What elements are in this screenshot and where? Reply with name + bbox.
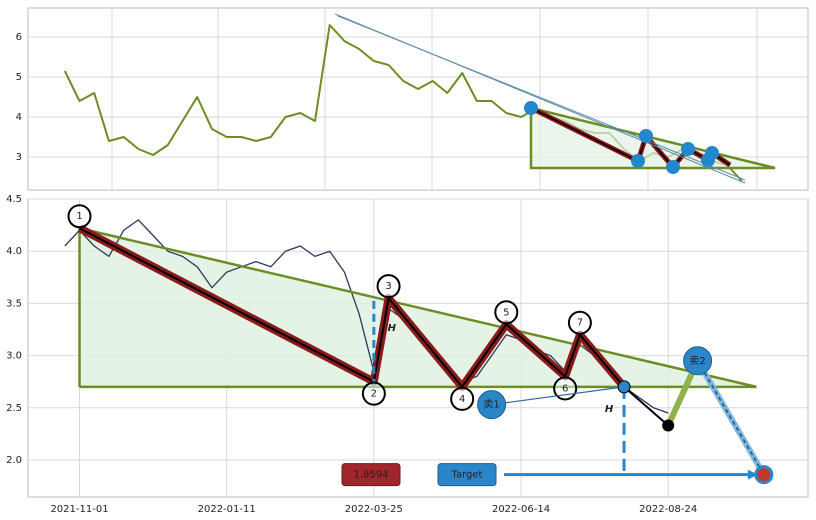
x-tick-label: 2022-03-25 — [345, 504, 403, 515]
pattern-label: 1 — [76, 211, 82, 222]
height-label: H — [388, 323, 397, 334]
y-tick-label: 2.5 — [6, 403, 22, 414]
pattern-label: 5 — [503, 307, 509, 318]
pattern-point — [361, 381, 386, 406]
resistance-line — [79, 227, 757, 389]
target-value: 1.8594 — [354, 470, 389, 481]
sell-label: 卖1 — [483, 399, 499, 411]
x-tick-label: 2022-08-24 — [639, 504, 697, 515]
y-tick-label: 3.5 — [6, 298, 22, 309]
pattern-label: 3 — [385, 281, 391, 292]
y-tick-label: 4.0 — [6, 246, 22, 257]
stop-point — [662, 419, 675, 432]
target-point — [754, 465, 774, 485]
sell-point — [683, 346, 713, 376]
pattern-point — [376, 274, 401, 299]
y-tick-label: 6 — [16, 32, 22, 43]
y-tick-label: 4.5 — [6, 194, 22, 205]
pattern-point — [494, 300, 519, 325]
breakout-point — [617, 380, 631, 394]
pattern-label: 4 — [459, 394, 465, 405]
sell-label: 卖2 — [689, 355, 705, 367]
mini-point — [666, 160, 680, 174]
zigzag-core — [79, 227, 625, 389]
height-label: H — [605, 404, 614, 415]
bottom-layer: 2.0 2.5 3.0 3.5 4.0 4.5 2021-11-01 2022-01-11 20… — [6, 194, 808, 515]
sell1-link — [491, 386, 625, 406]
y-tick-label: 4 — [16, 112, 22, 123]
x-tick-label: 2021-11-01 — [50, 504, 108, 515]
top-mini-pattern — [334, 13, 776, 184]
y-tick-label: 5 — [16, 72, 22, 83]
y-tick-label: 2.0 — [6, 455, 22, 466]
x-tick-label: 2022-06-14 — [492, 504, 550, 515]
mini-point — [631, 154, 645, 168]
y-tick-label: 3 — [16, 152, 22, 163]
mini-projection — [337, 15, 746, 181]
target-arrowhead — [747, 469, 758, 480]
pattern-label: 2 — [371, 389, 377, 400]
target-box — [437, 463, 497, 487]
pattern-label: 6 — [562, 383, 568, 394]
pattern-label: 7 — [577, 318, 583, 329]
pattern-point — [567, 310, 592, 335]
x-tick-label: 2022-01-11 — [198, 504, 256, 515]
mini-point — [705, 146, 719, 160]
sell-point — [477, 390, 507, 420]
stop-line — [623, 386, 669, 427]
target-value-box — [341, 463, 401, 487]
pattern-point — [67, 204, 92, 229]
target-label: Target — [451, 470, 483, 481]
pattern-point — [450, 386, 475, 411]
mini-point — [524, 101, 538, 115]
y-tick-label: 3.0 — [6, 351, 22, 362]
target-projection-core — [696, 360, 765, 475]
mini-point — [681, 142, 695, 156]
mini-point — [639, 129, 653, 143]
